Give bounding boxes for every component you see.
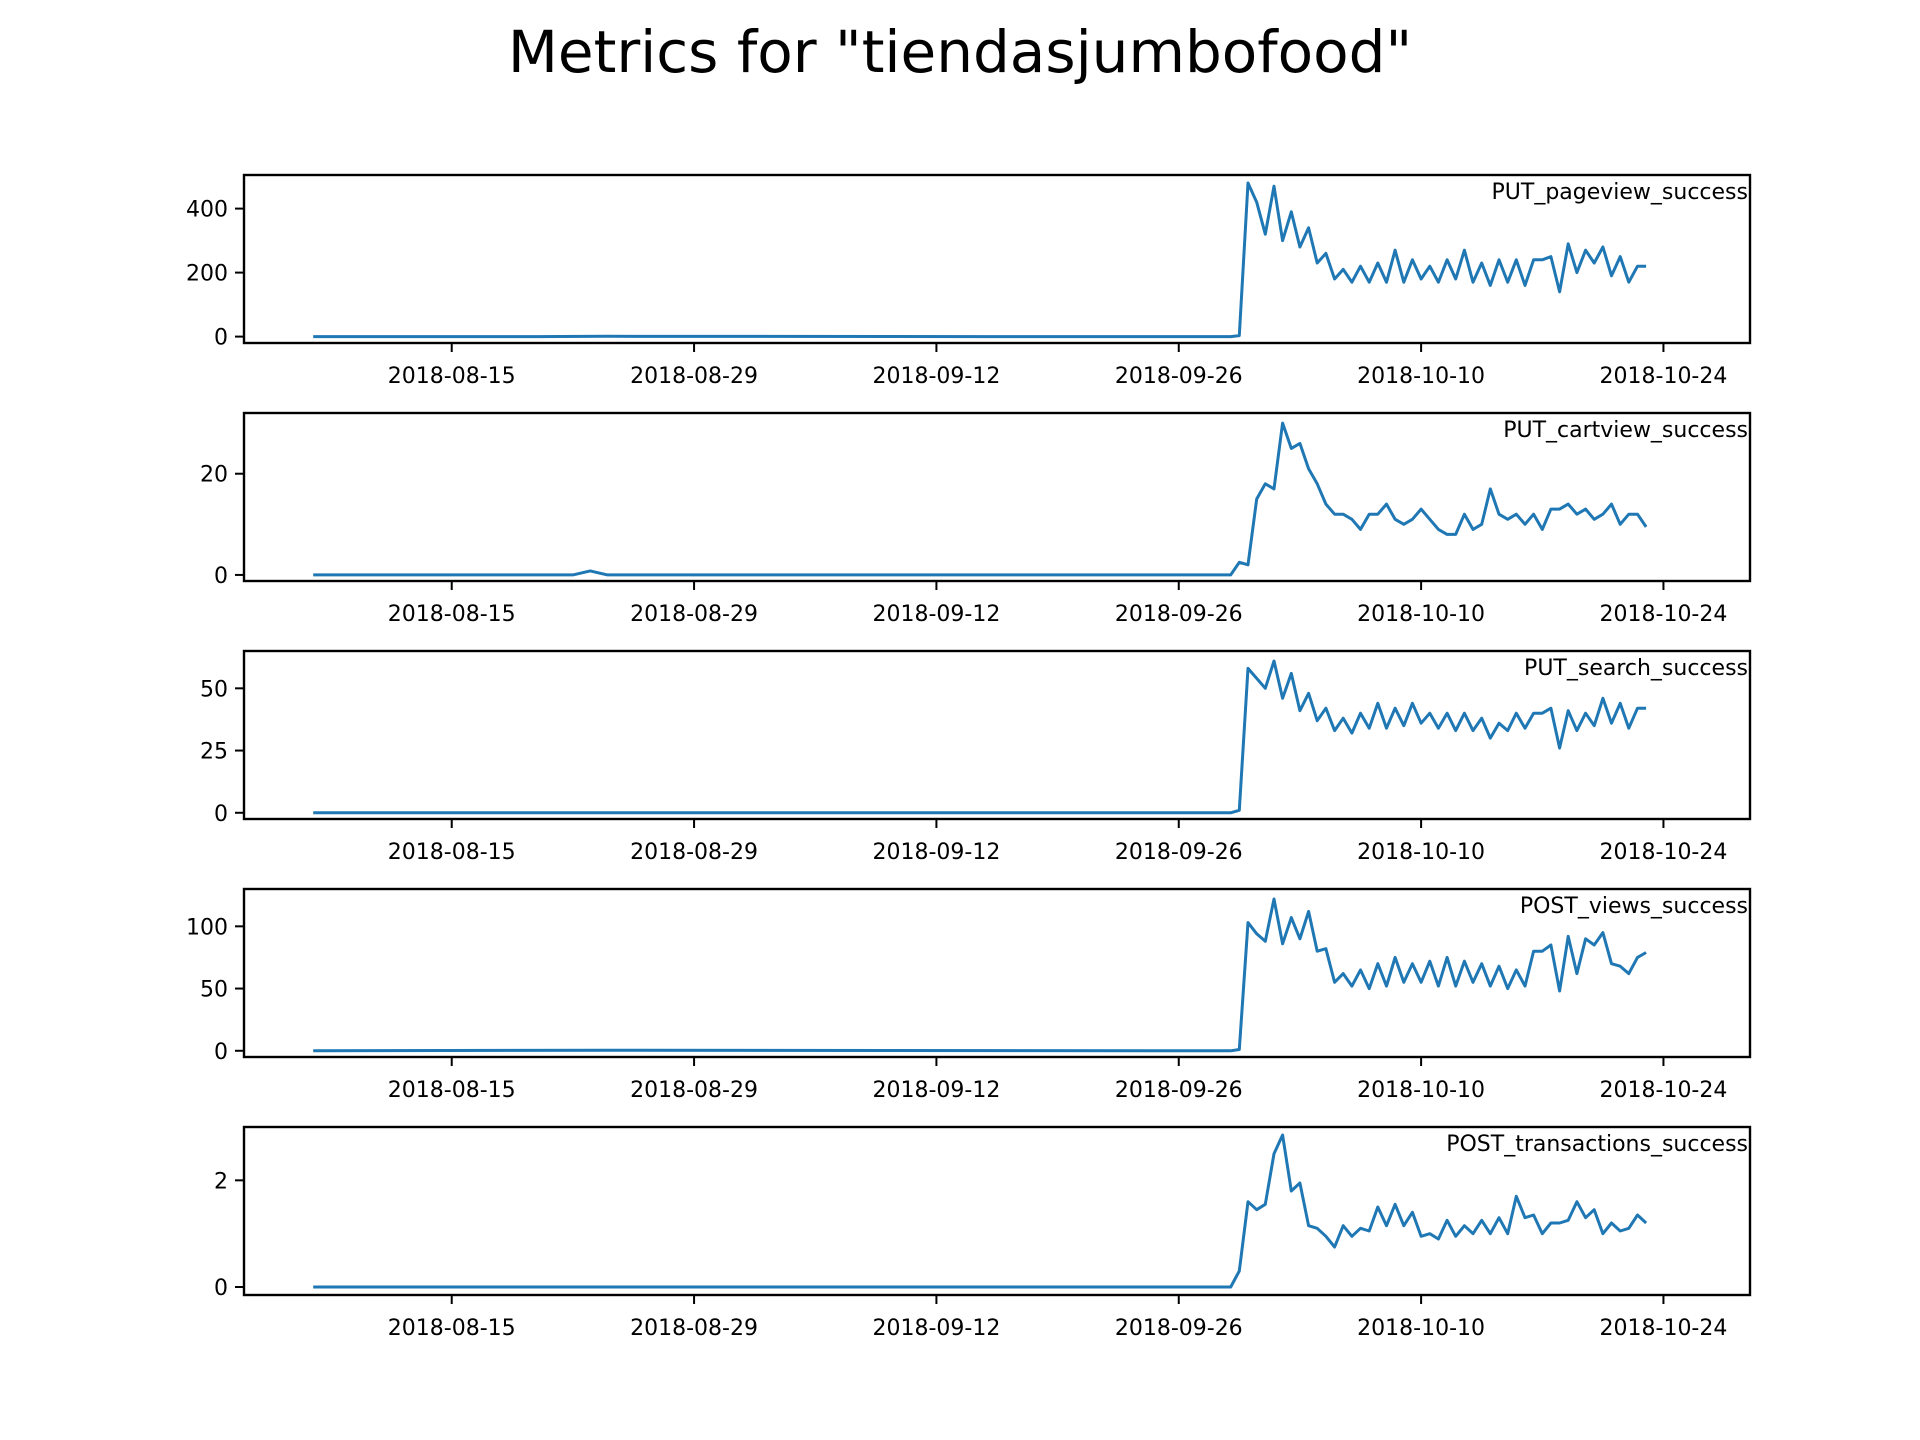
y-tick-label: 0 <box>214 1276 228 1301</box>
x-tick-label: 2018-08-15 <box>388 840 516 865</box>
x-tick-label: 2018-10-10 <box>1357 1078 1485 1103</box>
series-line-PUT_search_success <box>313 659 1647 815</box>
x-tick-label: 2018-09-26 <box>1115 840 1243 865</box>
panel-PUT_pageview_success: 2018-08-15 2018-08-29 2018-09-12 2018-09-26… <box>186 173 1752 389</box>
y-tick-label: 20 <box>200 463 228 488</box>
x-tick-label: 2018-09-26 <box>1115 1078 1243 1103</box>
x-tick-label: 2018-09-12 <box>872 602 1000 627</box>
y-tick-label: 400 <box>186 198 228 223</box>
panel-label: PUT_cartview_success <box>1503 418 1748 443</box>
x-tick-label: 2018-09-12 <box>872 1316 1000 1341</box>
x-tick-label: 2018-08-15 <box>388 602 516 627</box>
x-tick-label: 2018-08-15 <box>388 1078 516 1103</box>
x-tick-label: 2018-08-15 <box>388 364 516 389</box>
x-tick-label: 2018-09-12 <box>872 364 1000 389</box>
panel-PUT_cartview_success: 2018-08-15 2018-08-29 2018-09-12 2018-09-26… <box>200 411 1752 627</box>
x-tick-label: 2018-08-29 <box>630 602 758 627</box>
panel-PUT_search_success: 2018-08-15 2018-08-29 2018-09-12 2018-09-26… <box>200 649 1752 865</box>
y-tick-label: 0 <box>214 326 228 351</box>
y-tick-label: 25 <box>200 740 228 765</box>
y-tick-label: 2 <box>214 1169 228 1194</box>
x-tick-label: 2018-09-12 <box>872 1078 1000 1103</box>
x-tick-label: 2018-08-29 <box>630 364 758 389</box>
panel-POST_views_success: 2018-08-15 2018-08-29 2018-09-12 2018-09-26… <box>186 887 1752 1103</box>
x-tick-label: 2018-10-10 <box>1357 364 1485 389</box>
series-line-POST_transactions_success <box>313 1133 1648 1289</box>
x-tick-label: 2018-10-24 <box>1600 1078 1728 1103</box>
axes-frame <box>242 649 1752 821</box>
axes-frame <box>242 1125 1752 1297</box>
y-tick-label: 100 <box>186 915 228 940</box>
panels-container: 2018-08-15 2018-08-29 2018-09-12 2018-09-26… <box>186 173 1752 1341</box>
y-tick-label: 200 <box>186 262 228 287</box>
x-tick-label: 2018-10-24 <box>1600 602 1728 627</box>
panel-label: POST_transactions_success <box>1446 1132 1748 1157</box>
axes-frame <box>242 411 1752 583</box>
x-tick-label: 2018-08-29 <box>630 1078 758 1103</box>
x-tick-label: 2018-10-24 <box>1600 364 1728 389</box>
axes-frame <box>242 173 1752 345</box>
y-tick-label: 0 <box>214 802 228 827</box>
x-tick-label: 2018-09-26 <box>1115 364 1243 389</box>
x-tick-label: 2018-10-10 <box>1357 840 1485 865</box>
x-tick-label: 2018-10-24 <box>1600 840 1728 865</box>
y-tick-label: 50 <box>200 978 228 1003</box>
panel-label: PUT_search_success <box>1524 656 1748 681</box>
panel-POST_transactions_success: 2018-08-15 2018-08-29 2018-09-12 2018-09-26… <box>214 1125 1752 1341</box>
x-tick-label: 2018-08-29 <box>630 1316 758 1341</box>
panel-label: POST_views_success <box>1520 894 1748 919</box>
x-tick-label: 2018-08-29 <box>630 840 758 865</box>
series-line-POST_views_success <box>313 897 1647 1053</box>
chart-title: Metrics for "tiendasjumbofood" <box>508 18 1412 86</box>
x-tick-label: 2018-10-10 <box>1357 1316 1485 1341</box>
y-tick-label: 50 <box>200 677 228 702</box>
x-tick-label: 2018-09-26 <box>1115 602 1243 627</box>
x-tick-label: 2018-10-24 <box>1600 1316 1728 1341</box>
x-tick-label: 2018-10-10 <box>1357 602 1485 627</box>
series-line-PUT_cartview_success <box>313 421 1648 577</box>
axes-frame <box>242 887 1752 1059</box>
y-tick-label: 0 <box>214 564 228 589</box>
panel-label: PUT_pageview_success <box>1492 180 1748 205</box>
x-tick-label: 2018-08-15 <box>388 1316 516 1341</box>
y-tick-label: 0 <box>214 1040 228 1065</box>
x-tick-label: 2018-09-12 <box>872 840 1000 865</box>
series-line-PUT_pageview_success <box>313 181 1647 339</box>
x-tick-label: 2018-09-26 <box>1115 1316 1243 1341</box>
